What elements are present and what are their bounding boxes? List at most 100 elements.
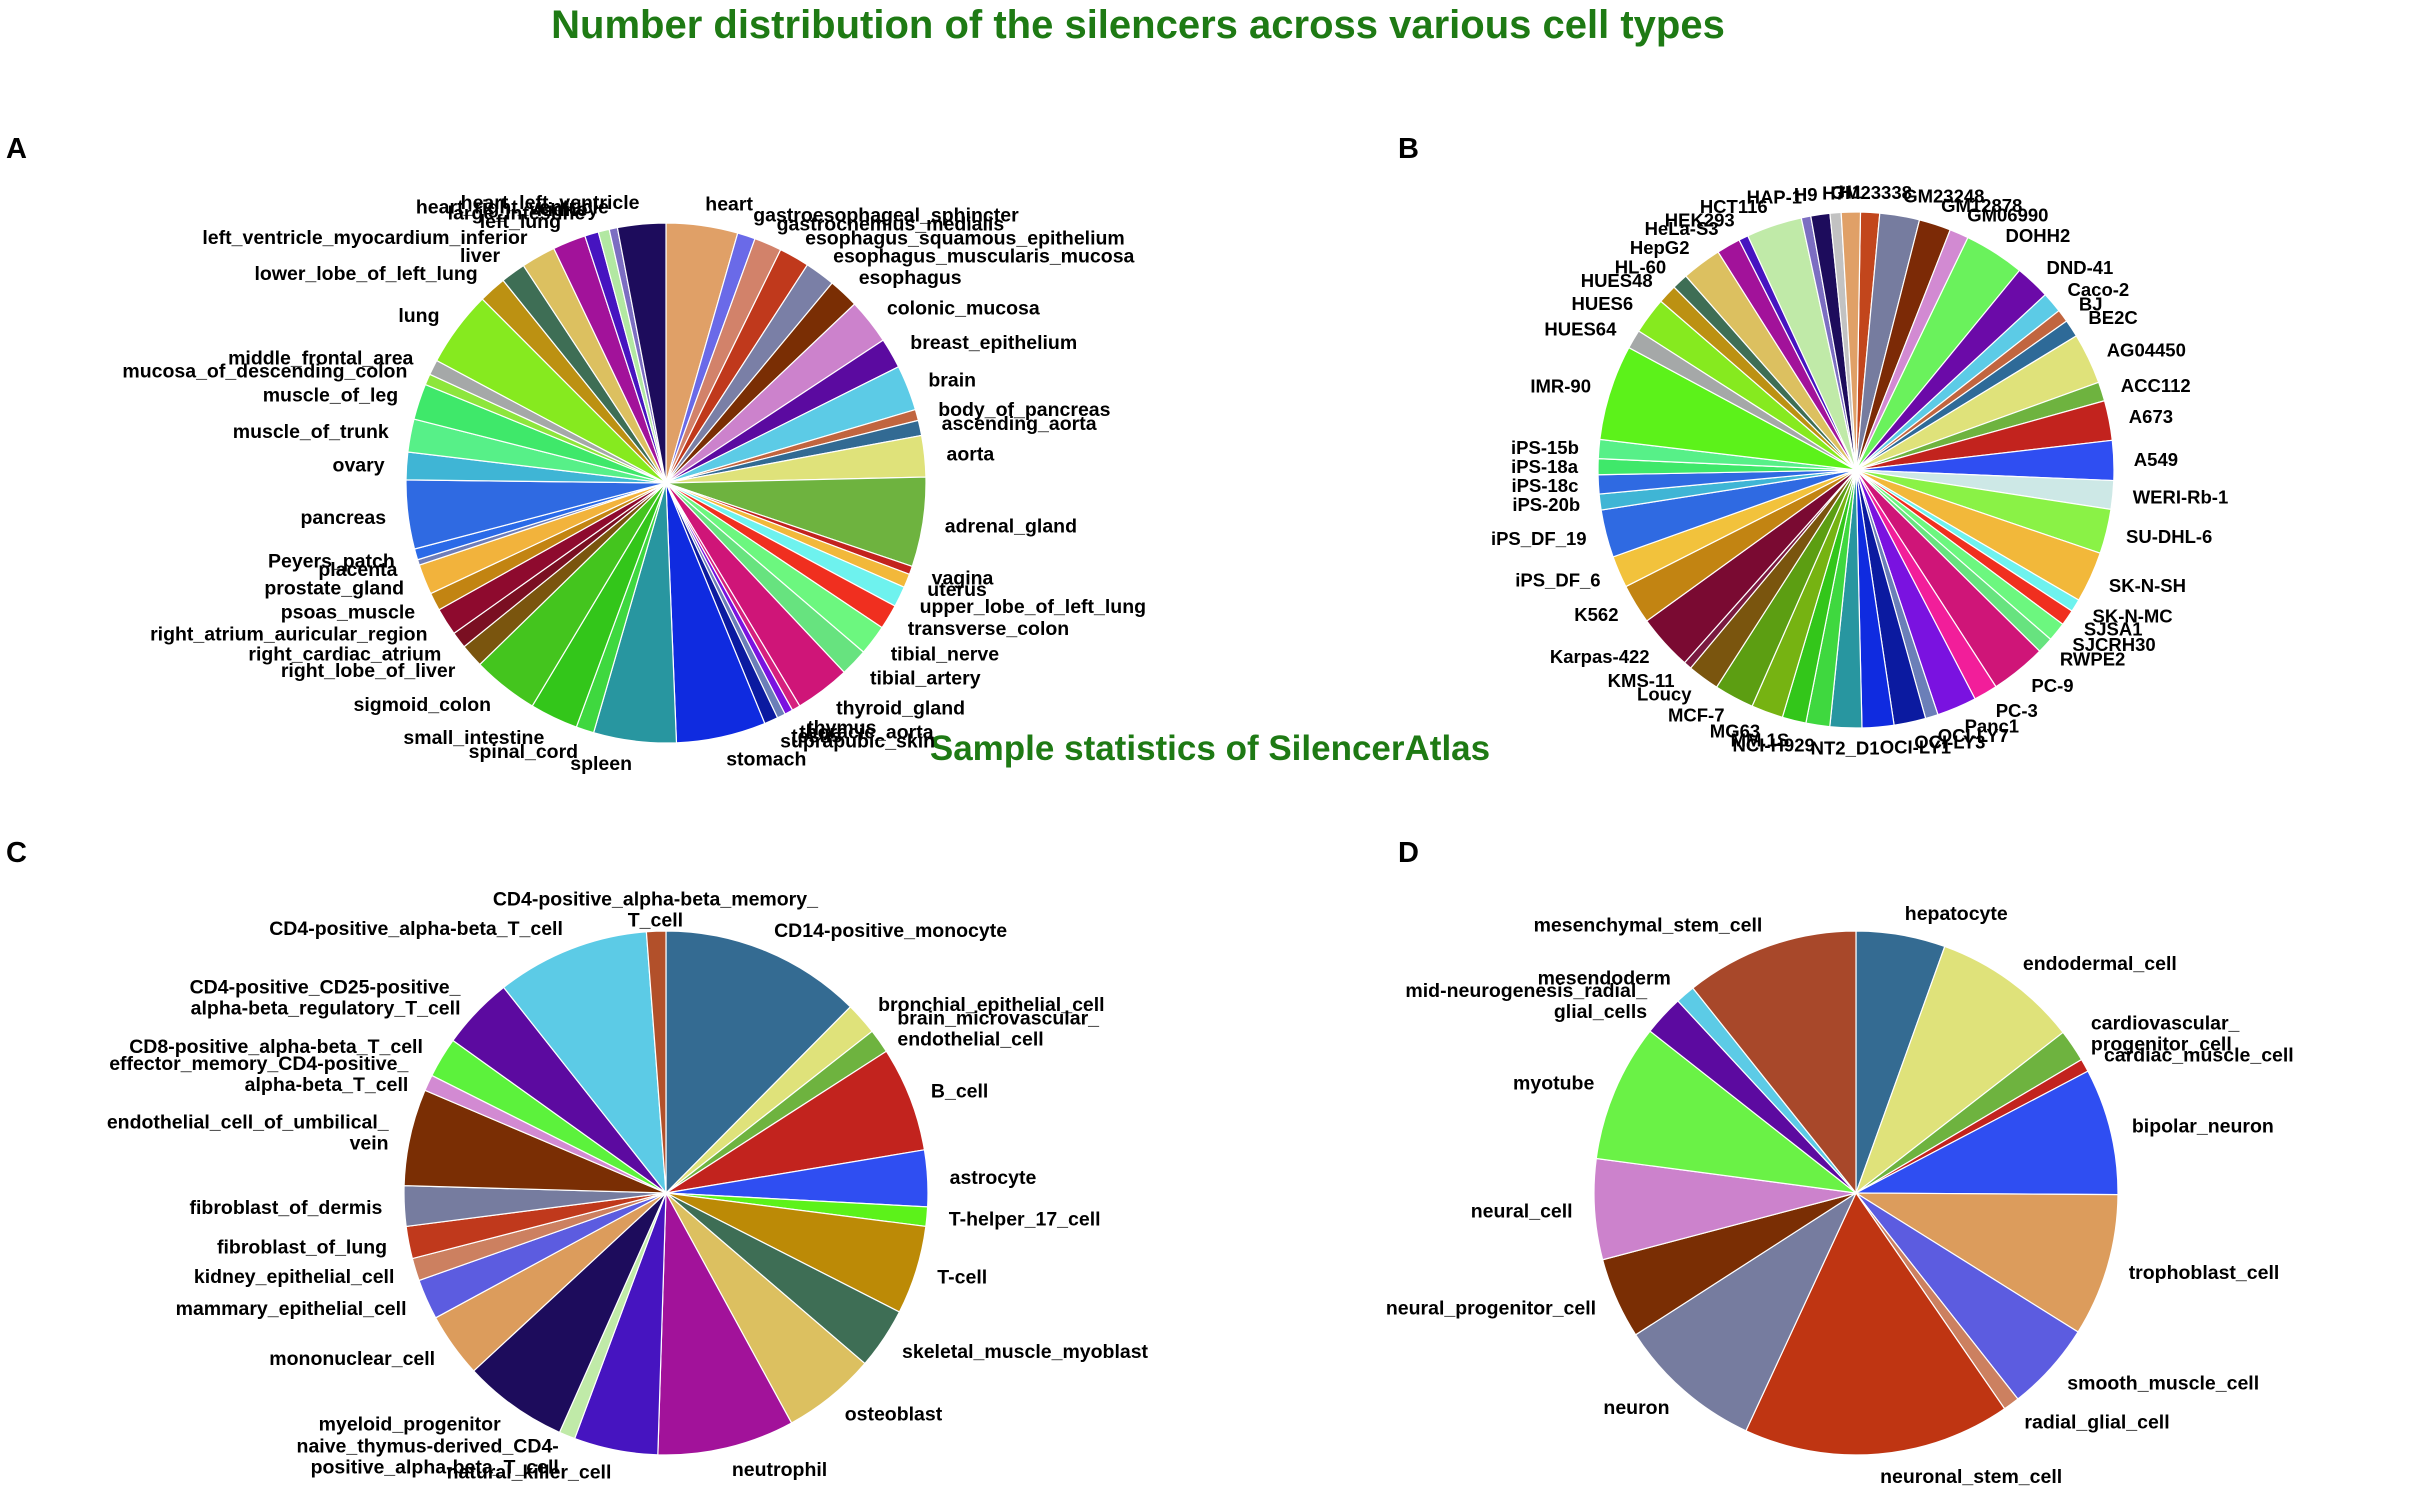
slice-label: DOHH2 [2006,225,2071,246]
slice-label: NT2_D1 [1811,737,1880,758]
slice-label: HUES48 [1581,270,1653,291]
slice-label: HL-60 [1615,256,1666,277]
slice-label: OCI-LY7 [1938,725,2009,746]
slice-label: ovary [333,454,385,476]
slice-label: right_lobe_of_liver [281,660,456,682]
slice-label: iPS-20b [1512,494,1580,515]
slice-label: colonic_mucosa [887,298,1040,320]
slice-label: lung [398,305,439,327]
slice-label: CD14-positive_monocyte [774,920,1007,942]
slice-label: BE2C [2088,307,2137,328]
slice-label: IMR-90 [1530,376,1591,397]
slice-label: brain [928,370,976,392]
slice-label: trophoblast_cell [2129,1262,2280,1284]
slice-label: esophagus_squamous_epithelium [805,228,1125,250]
slice-label: neural_cell [1471,1201,1573,1223]
panel-label-a: A [6,133,27,165]
slice-label: HepG2 [1630,237,1690,258]
slice-label: bipolar_neuron [2132,1116,2274,1138]
slice-label: Caco-2 [2068,279,2130,300]
panel-label-d: D [1398,837,1419,869]
pie-slice [1853,1192,2119,1333]
pie-slice [1691,930,1857,1195]
slice-label: bronchial_epithelial_cell [878,994,1105,1016]
slice-label: neuron [1603,1397,1669,1419]
slice-label: HCT116 [1700,196,1768,217]
pie-slice [502,931,667,1195]
slice-label: PC-3 [1996,700,2038,721]
slice-label: psoas_muscle [281,602,416,624]
slice-label: left_ventricle_myocardium_inferior [202,227,528,249]
slice-label: HUES64 [1544,319,1617,340]
slice-label: breast_epithelium [910,332,1077,354]
slice-label: esophagus_muscularis_mucosa [833,246,1134,268]
slice-label: natural_killer_cell [447,1462,612,1484]
slice-label: GM12878 [1941,195,2022,216]
slice-label: OCI-LY3 [1914,731,1985,752]
pie-slice [645,930,667,1194]
slice-label: AG04450 [2107,339,2186,360]
slice-label: A549 [2134,449,2178,470]
slice-label: thyroid_gland [836,698,965,720]
slice-label: testis [791,726,842,748]
pie-slice [616,222,667,484]
pie-slice [1840,211,1862,471]
slice-label: spleen [570,753,632,775]
slice-label: skeletal_muscle_myoblast [902,1341,1149,1363]
slice-label: heart_right_ventricle [416,197,609,219]
slice-label: heart_left_ventricle [461,192,640,214]
slice-label: uterus [927,579,987,601]
slice-label: endodermal_cell [2023,953,2177,975]
slice-label: MM.1S [1731,729,1790,750]
slice-label: mid-neurogenesis_radial_ glial_cells [1405,980,1648,1023]
slice-label: prostate_gland [264,578,404,600]
slice-label: endothelial_cell_of_umbilical_ vein [107,1112,390,1155]
slice-label: SK-N-MC [2093,606,2173,627]
panel-label-c: C [6,837,27,869]
slice-label: CD8-positive_alpha-beta_T_cell [129,1036,423,1058]
slice-label: CD4-positive_alpha-beta_T_cell [269,918,563,940]
slice-label: brain_microvascular_ endothelial_cell [897,1008,1100,1051]
slice-label: NCI-H929 [1733,734,1815,755]
slice-label: T-cell [937,1267,987,1289]
slice-label: MG63 [1710,720,1760,741]
pie-slice [1745,1191,2006,1456]
slice-label: myotube [1513,1073,1594,1095]
slice-label: RWPE2 [2060,648,2125,669]
pie-slice [1854,945,2064,1195]
slice-label: heart [705,194,753,216]
slice-label: SJCRH30 [2072,634,2155,655]
slice-label: thymus [807,717,877,739]
slice-label: thoracic_aorta [799,721,934,743]
slice-label: DND-41 [2047,257,2114,278]
slice-label: smooth_muscle_cell [2067,1373,2259,1395]
slice-label: cardiac_muscle_cell [2104,1044,2294,1066]
slice-label: adrenal_gland [945,516,1077,538]
slice-label: CD4-positive_CD25-positive_ alpha-beta_re… [190,976,462,1019]
figure-subtitle: Sample statistics of SilencerAtlas [930,729,1490,768]
slice-label: neutrophil [732,1459,827,1481]
slice-label: GM23338 [1831,182,1912,203]
slice-label: mononuclear_cell [269,1348,435,1370]
slice-label: Karpas-422 [1550,646,1650,667]
slice-label: suprapubic_skin [780,731,935,753]
slice-label: tibial_nerve [891,643,1000,665]
slice-label: spinal_cord [469,741,578,763]
slice-label: neural_progenitor_cell [1386,1297,1596,1319]
slice-label: muscle_of_trunk [233,421,389,443]
slice-label: myeloid_progenitor [319,1414,501,1436]
slice-label: GM06990 [1967,205,2048,226]
slice-label: stomach [726,748,806,770]
slice-label: small_intestine [403,727,544,749]
slice-label: kidney_epithelial_cell [194,1266,395,1288]
slice-label: mucosa_of_descending_colon [122,361,407,383]
slice-label: transverse_colon [908,618,1069,640]
slice-label: H1 [1839,182,1863,203]
slice-label: HAP-1 [1747,187,1803,208]
slice-label: iPS-18a [1511,456,1579,477]
slice-label: radial_glial_cell [2024,1412,2169,1434]
slice-label: astrocyte [950,1167,1037,1189]
slice-label: OCI-LY1 [1880,737,1951,758]
pie-slice [1595,1030,1859,1194]
slice-label: left_lung [480,211,561,233]
